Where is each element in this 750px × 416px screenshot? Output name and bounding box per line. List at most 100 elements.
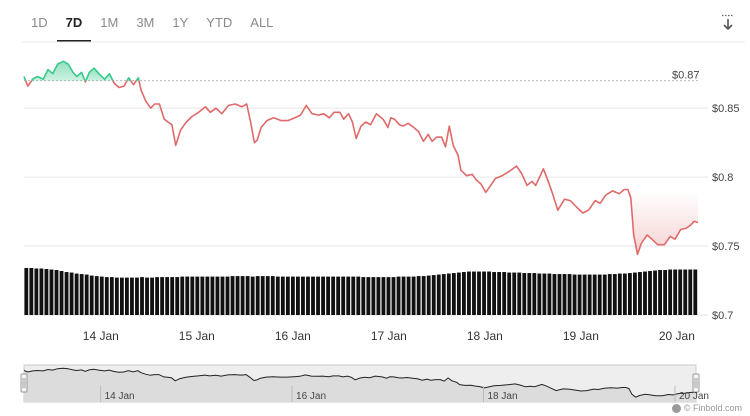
- volume-bar: [532, 273, 537, 315]
- price-line-down: [84, 80, 87, 83]
- volume-bar: [356, 276, 361, 315]
- volume-bar: [638, 272, 642, 315]
- price-line-down: [129, 80, 137, 86]
- volume-bar: [210, 276, 215, 315]
- reference-label: $0.87: [672, 70, 700, 82]
- x-tick-label: 16 Jan: [275, 329, 311, 343]
- volume-bar: [94, 276, 99, 315]
- download-icon[interactable]: [720, 14, 736, 32]
- volume-bar: [653, 270, 657, 315]
- volume-bar: [683, 269, 688, 315]
- volume-bar: [170, 277, 175, 315]
- y-tick-label: $0.8: [712, 172, 733, 184]
- volume-bar: [451, 273, 456, 315]
- volume-bar: [537, 273, 542, 315]
- volume-bar: [49, 269, 54, 315]
- volume-bar: [150, 277, 154, 315]
- navigator-handle-left[interactable]: [20, 373, 28, 393]
- credit: © Finbold.com: [671, 403, 742, 413]
- volume-bar: [79, 274, 84, 315]
- volume-bar: [386, 277, 391, 315]
- range-tab-1m[interactable]: 1M: [100, 15, 119, 30]
- volume-bar: [240, 276, 245, 315]
- volume-bar: [542, 273, 547, 315]
- volume-bar: [104, 277, 109, 315]
- range-tab-1d[interactable]: 1D: [31, 15, 48, 30]
- range-tab-1y[interactable]: 1Y: [172, 15, 189, 30]
- volume-bar: [326, 276, 331, 315]
- volume-bar: [587, 274, 592, 315]
- volume-bar: [688, 269, 693, 315]
- navigator-handle-right[interactable]: [692, 373, 700, 393]
- below-reference-fill: [630, 190, 698, 255]
- navigator-tick-label: 14 Jan: [105, 391, 135, 402]
- volume-bar: [99, 276, 104, 315]
- volume-bar: [371, 277, 376, 315]
- volume-bar: [200, 276, 205, 315]
- volume-bar: [215, 276, 220, 315]
- volume-bar: [331, 276, 336, 315]
- volume-bar: [472, 271, 476, 315]
- volume-bar: [235, 276, 240, 315]
- volume-bar: [391, 277, 396, 315]
- x-tick-label: 19 Jan: [563, 329, 599, 343]
- volume-bar: [74, 273, 79, 315]
- volume-bar: [577, 274, 582, 315]
- volume-bar: [557, 274, 562, 315]
- range-tabs: 1D 7D 1M 3M 1Y YTD ALL: [22, 8, 282, 42]
- volume-bar: [160, 277, 165, 315]
- range-tab-7d[interactable]: 7D: [56, 8, 92, 42]
- volume-bar: [205, 276, 210, 315]
- volume-bar: [462, 272, 466, 315]
- volume-bar: [612, 274, 617, 315]
- volume-bar: [426, 275, 431, 315]
- volume-bar: [336, 276, 341, 315]
- range-tab-3m[interactable]: 3M: [136, 15, 155, 30]
- volume-bar: [130, 277, 134, 315]
- volume-bar: [54, 270, 59, 315]
- range-tab-ytd[interactable]: YTD: [206, 15, 233, 30]
- volume-bar: [89, 275, 94, 315]
- range-tab-all[interactable]: ALL: [250, 15, 274, 30]
- volume-bar: [245, 276, 250, 315]
- volume-bar: [622, 273, 627, 315]
- volume-bar: [39, 268, 44, 315]
- volume-bar: [487, 271, 491, 315]
- volume-bar: [119, 277, 124, 315]
- navigator-tick-label: 20 Jan: [679, 391, 709, 402]
- volume-bar: [114, 277, 119, 315]
- volume-bar: [643, 271, 647, 315]
- volume-bar: [497, 272, 502, 315]
- navigator-window[interactable]: [23, 364, 697, 403]
- volume-bar: [582, 274, 587, 315]
- volume-bar: [678, 269, 683, 315]
- x-tick-label: 17 Jan: [371, 329, 407, 343]
- volume-bar: [477, 271, 481, 315]
- volume-bar: [316, 276, 320, 315]
- volume-bar: [64, 272, 69, 315]
- volume-bar: [421, 276, 426, 315]
- volume-bar: [220, 276, 225, 315]
- volume-bar: [416, 276, 421, 315]
- volume-bar: [446, 273, 451, 315]
- navigator-tick-label: 18 Jan: [487, 391, 517, 402]
- y-tick-label: $0.85: [712, 103, 740, 115]
- volume-bar: [165, 277, 170, 315]
- volume-bar: [693, 269, 698, 315]
- volume-bar: [396, 276, 401, 315]
- volume-bar: [592, 274, 597, 315]
- volume-bar: [311, 276, 315, 315]
- volume-bar: [155, 277, 160, 315]
- volume-bar: [617, 273, 622, 315]
- volume-bar: [648, 271, 652, 315]
- volume-bar: [411, 276, 416, 315]
- volume-bar: [185, 276, 190, 315]
- volume-bar: [482, 271, 486, 315]
- price-chart: $0.85 $0.8 $0.75 $0.7 $0.87 14 Jan 15 Jan 16 Ja…: [22, 41, 745, 343]
- volume-bar: [658, 270, 662, 315]
- volume-bar: [275, 276, 280, 315]
- volume-bar: [225, 276, 230, 315]
- navigator-line: [23, 367, 697, 398]
- x-tick-label: 18 Jan: [467, 329, 503, 343]
- price-line-up: [31, 60, 86, 82]
